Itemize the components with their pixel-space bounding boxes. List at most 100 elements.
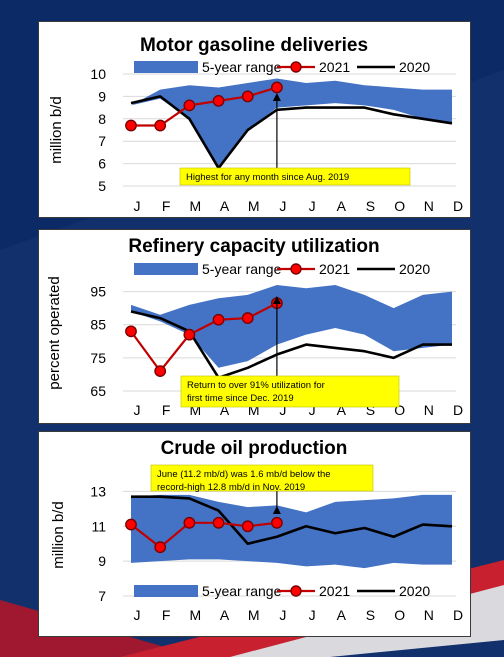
annotation-arrowhead (272, 93, 281, 101)
annotation-box (150, 464, 374, 492)
x-tick-label: J (279, 198, 286, 214)
legend-band-label: 5-year range (202, 583, 282, 599)
x-tick-label: D (453, 607, 463, 623)
legend-band-swatch (134, 585, 198, 597)
annotation-arrowhead (272, 296, 281, 304)
crude-chart: Crude oil production million b/d 7 9 11 13 J F M… (50, 438, 463, 623)
series-2021-point (183, 516, 196, 529)
x-tick-label: O (394, 402, 405, 418)
series-2021-point (271, 81, 283, 94)
series-2021-point (212, 94, 225, 107)
series-2021-point (183, 328, 196, 341)
legend-2021-label: 2021 (319, 261, 350, 277)
legend-2021-marker (290, 263, 302, 275)
y-tick-label: 85 (90, 317, 106, 333)
x-tick-label: O (394, 198, 405, 214)
y-tick-label: 75 (90, 350, 106, 366)
legend-2021-label: 2021 (319, 59, 350, 75)
x-tick-label: S (366, 198, 375, 214)
gasoline-chart-panel: Motor gasoline deliveries million b/d 5 6 7 8… (38, 21, 471, 218)
y-tick-label: 65 (90, 383, 106, 399)
x-tick-label: F (162, 402, 171, 418)
x-tick-label: A (337, 607, 347, 623)
x-tick-label: M (190, 607, 202, 623)
annotation-text: record-high 12.8 mb/d in Nov. 2019 (157, 482, 305, 493)
gasoline-chart: Motor gasoline deliveries million b/d 5 6 7 8… (48, 35, 463, 214)
crude-chart-panel: Crude oil production million b/d 7 9 11 13 J F M… (38, 431, 471, 637)
legend-2021-label: 2021 (319, 583, 350, 599)
range-band (131, 78, 452, 166)
series-2021-point (154, 541, 167, 554)
series-2021-point (125, 119, 137, 132)
series-2021-point (241, 90, 254, 103)
x-tick-label: M (190, 198, 202, 214)
y-tick-label: 13 (90, 483, 106, 499)
x-tick-label: J (134, 402, 141, 418)
x-tick-label: F (162, 607, 171, 623)
x-tick-label: M (248, 607, 260, 623)
x-tick-label: A (220, 402, 230, 418)
x-tick-label: A (220, 607, 230, 623)
series-2021-point (154, 119, 167, 132)
x-tick-label: J (279, 402, 286, 418)
refinery-chart: Refinery capacity utilization percent ope… (46, 236, 463, 418)
x-tick-label: N (424, 402, 434, 418)
x-tick-label: N (424, 198, 434, 214)
y-tick-label: 9 (98, 88, 106, 104)
chart-title: Refinery capacity utilization (128, 236, 379, 257)
series-2021-point (241, 520, 254, 533)
y-tick-label: 5 (98, 178, 106, 194)
legend-band-label: 5-year range (202, 261, 282, 277)
legend-2021-marker (290, 61, 302, 73)
annotation-box (180, 375, 400, 408)
annotation-box (179, 167, 411, 186)
x-tick-label: M (190, 402, 202, 418)
annotation-text: Return to over 91% utilization for (187, 380, 325, 391)
x-tick-label: S (366, 402, 375, 418)
refinery-chart-panel: Refinery capacity utilization percent ope… (38, 229, 471, 424)
x-tick-label: F (162, 198, 171, 214)
annotation-text: first time since Dec. 2019 (187, 393, 294, 404)
legend-2020-label: 2020 (399, 583, 430, 599)
legend-band-swatch (134, 61, 198, 73)
series-2021-point (183, 99, 196, 112)
y-axis-label: percent operated (46, 276, 63, 389)
x-tick-label: J (309, 198, 316, 214)
legend-2020-label: 2020 (399, 59, 430, 75)
y-tick-label: 6 (98, 156, 106, 172)
series-2021-point (212, 516, 225, 529)
series-2021-point (241, 312, 254, 324)
series-2020-line (130, 310, 452, 380)
y-tick-label: 11 (91, 518, 106, 534)
y-tick-label: 7 (98, 133, 106, 149)
legend-2020-label: 2020 (399, 261, 430, 277)
x-tick-label: J (134, 607, 141, 623)
legend-band-swatch (134, 263, 198, 275)
y-tick-label: 95 (90, 284, 106, 300)
x-tick-label: A (337, 198, 347, 214)
x-tick-label: A (220, 198, 230, 214)
annotation-text: Highest for any month since Aug. 2019 (186, 172, 349, 183)
series-2021-point (125, 325, 137, 338)
x-tick-label: J (309, 607, 316, 623)
series-2021-point (271, 516, 283, 529)
series-2021-point (154, 365, 167, 378)
y-axis-label: million b/d (48, 96, 65, 164)
x-tick-label: M (248, 402, 260, 418)
x-tick-label: D (453, 198, 463, 214)
legend-2021-marker (290, 585, 302, 597)
x-tick-label: N (424, 607, 434, 623)
annotation-arrowhead (272, 506, 281, 514)
x-tick-label: A (337, 402, 347, 418)
y-tick-label: 7 (98, 588, 106, 604)
x-tick-label: J (309, 402, 316, 418)
x-tick-label: S (366, 607, 375, 623)
series-2020-line (130, 95, 453, 170)
x-tick-label: D (453, 402, 463, 418)
y-tick-label: 8 (98, 111, 106, 127)
series-2021-point (212, 313, 225, 326)
series-2020-line (131, 495, 453, 546)
annotation-text: June (11.2 mb/d) was 1.6 mb/d below the (157, 469, 331, 480)
x-tick-label: O (394, 607, 405, 623)
chart-title: Crude oil production (161, 438, 348, 459)
